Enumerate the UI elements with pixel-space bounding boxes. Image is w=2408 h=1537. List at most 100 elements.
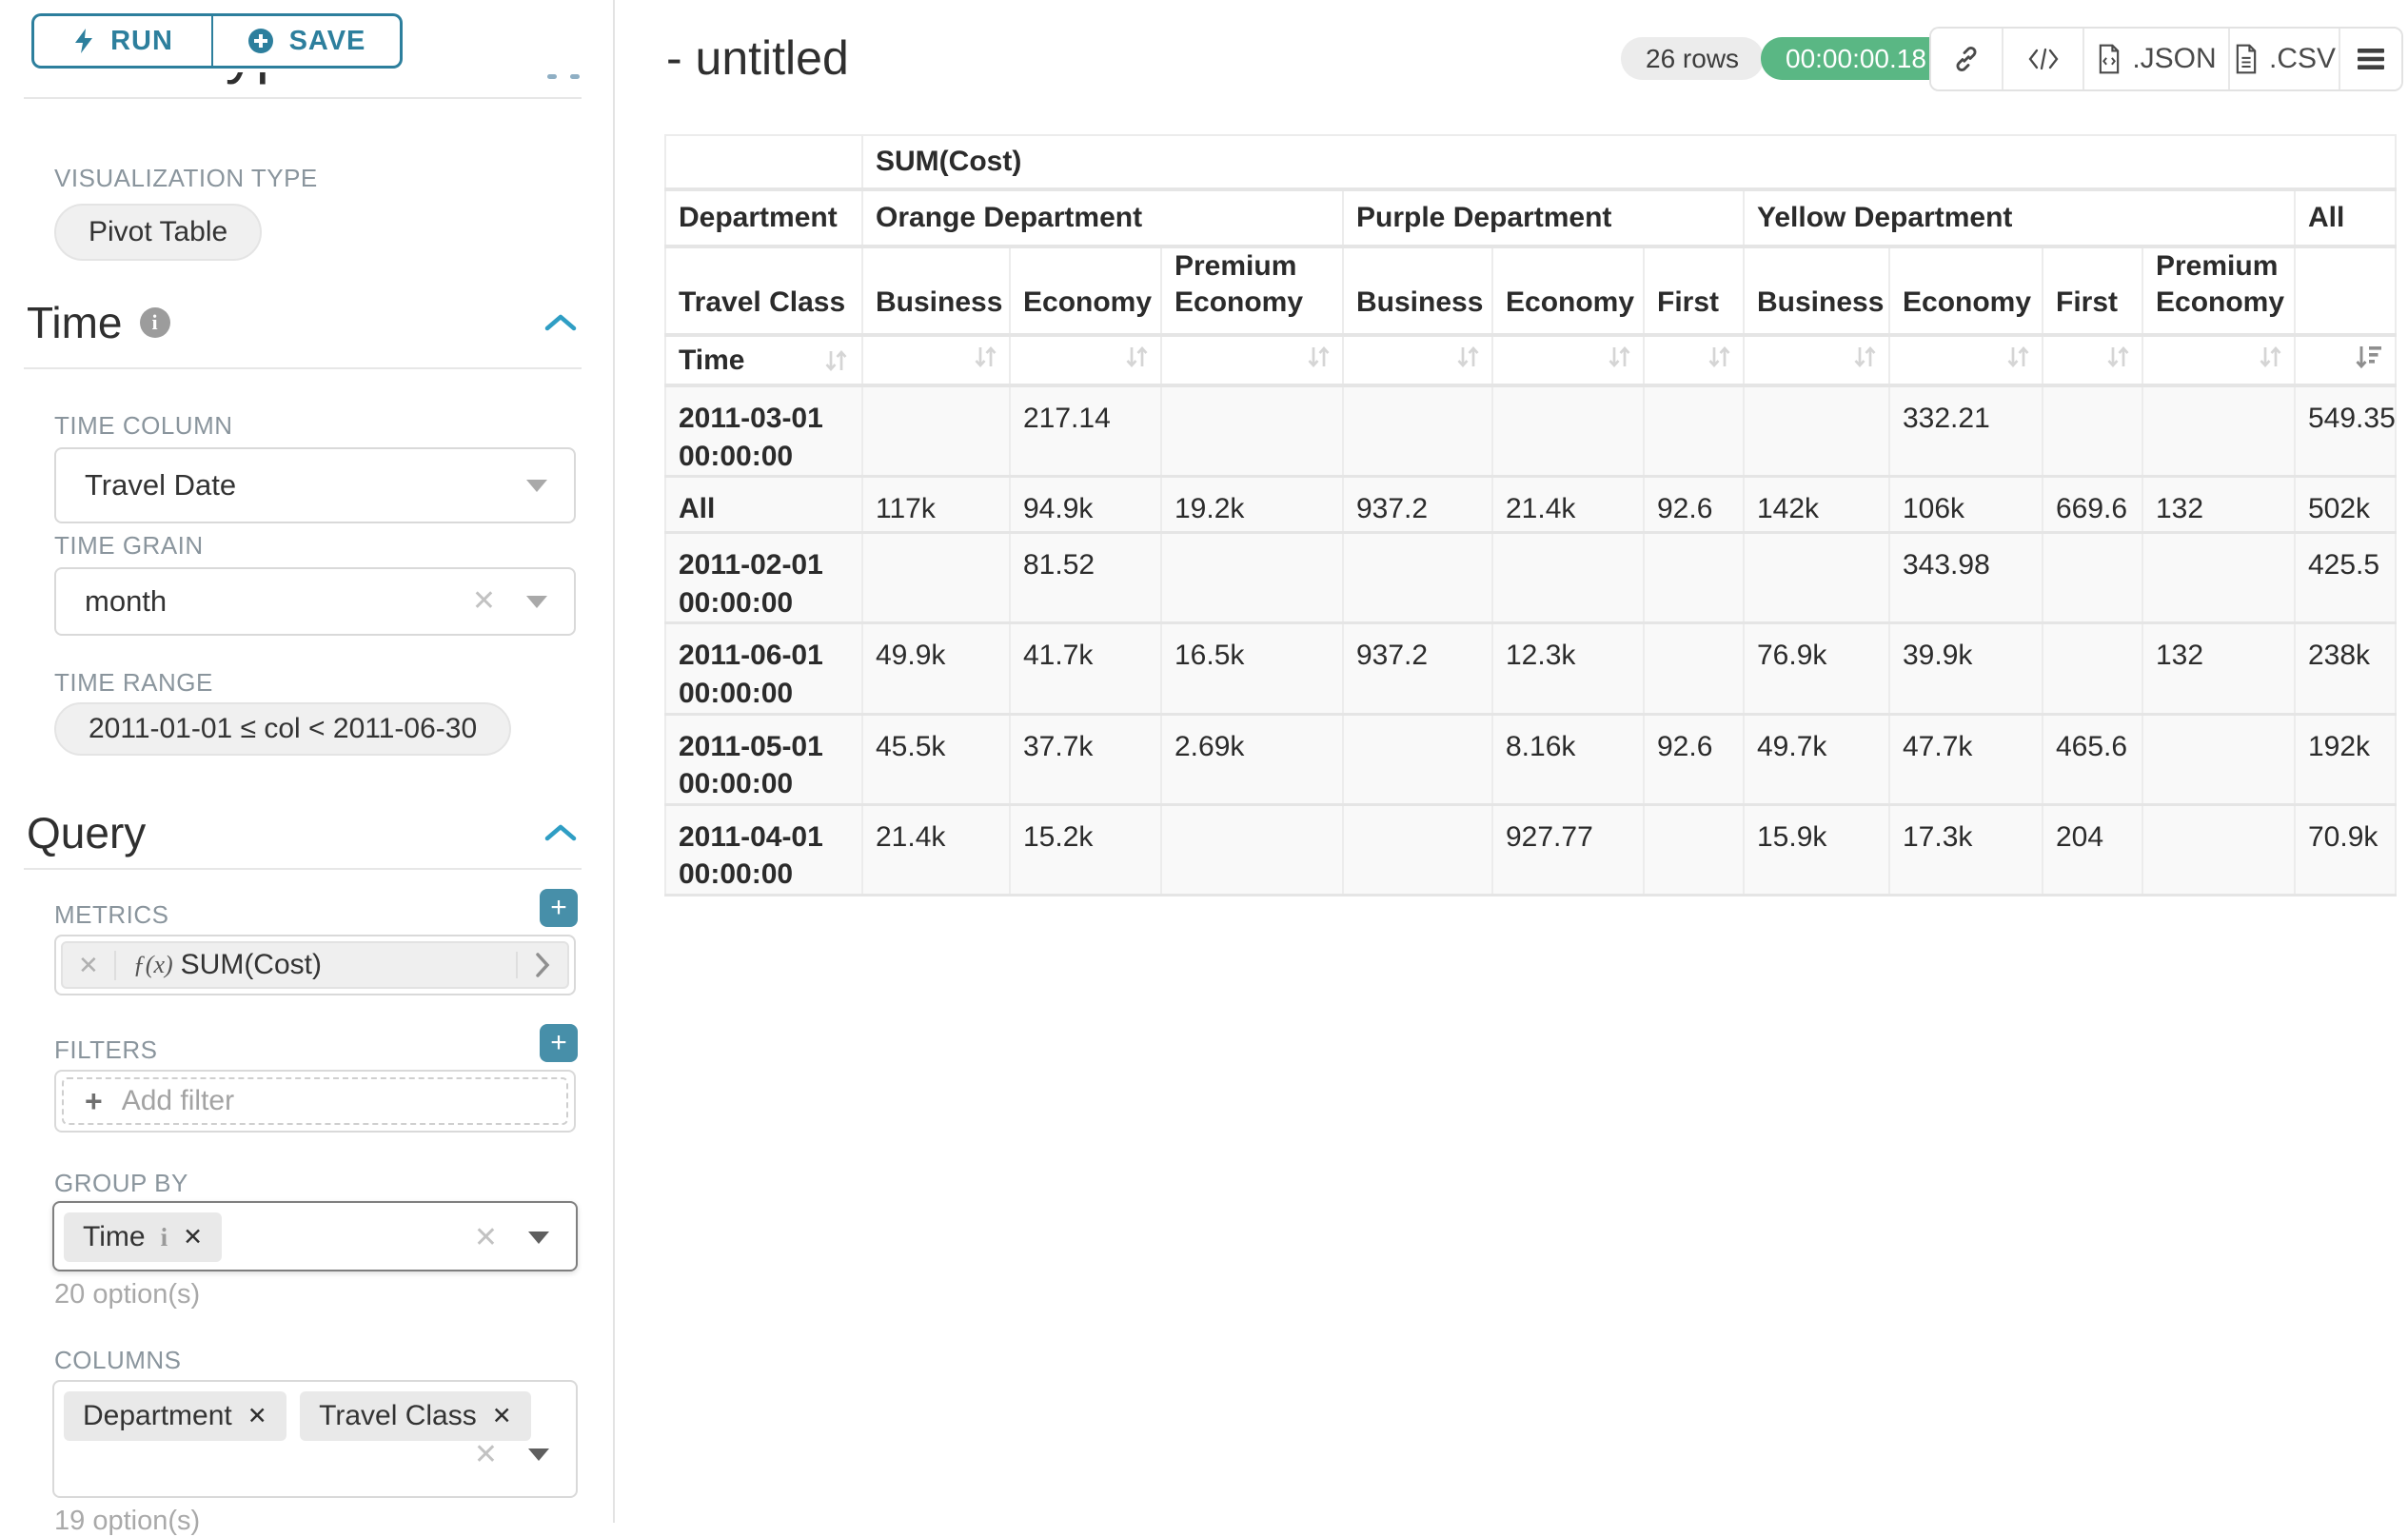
group-by-tag-time[interactable]: Time i ✕ (64, 1212, 222, 1262)
sort-icon[interactable] (2103, 343, 2132, 371)
chevron-right-icon[interactable] (516, 952, 567, 978)
pivot-cell: 142k (1744, 477, 1889, 533)
query-section-title: Query (27, 807, 146, 858)
remove-tag-icon[interactable]: ✕ (183, 1223, 203, 1251)
remove-metric-icon[interactable]: ✕ (63, 951, 116, 980)
pivot-cell: 549.35 (2295, 385, 2396, 477)
sort-icon[interactable] (1122, 343, 1151, 371)
metric-pill[interactable]: ✕ ƒ(x) SUM(Cost) (61, 941, 569, 989)
group-by-options-hint: 20 option(s) (54, 1279, 200, 1310)
sort-icon[interactable] (1705, 343, 1733, 371)
travel-class-header-row: Travel Class BusinessEconomyPremium Econ… (665, 246, 2396, 335)
columns-select[interactable]: Department ✕ Travel Class ✕ ✕ (52, 1380, 578, 1498)
function-icon: ƒ(x) (116, 951, 181, 979)
sort-cell (1010, 335, 1161, 385)
pivot-cell: 343.98 (1889, 533, 2043, 623)
info-icon: i (140, 307, 170, 338)
collapse-time-section-icon[interactable] (543, 312, 578, 333)
column-group-header: All (2295, 189, 2396, 246)
pivot-cell (1744, 385, 1889, 477)
pivot-cell: 45.5k (862, 714, 1010, 804)
time-grain-value: month (56, 584, 167, 619)
add-metric-button[interactable]: + (540, 889, 578, 927)
table-row: 2011-02-01 00:00:0081.52343.98425.5 (665, 533, 2396, 623)
chevron-down-icon (528, 1232, 549, 1244)
clear-icon[interactable]: ✕ (474, 1224, 498, 1252)
sort-cell (1343, 335, 1492, 385)
sort-icon[interactable] (821, 346, 850, 375)
clear-icon[interactable]: ✕ (474, 1441, 498, 1469)
pivot-cell (1161, 804, 1343, 895)
remove-tag-icon[interactable]: ✕ (492, 1402, 512, 1430)
time-grain-select[interactable]: month ✕ (54, 567, 576, 636)
travel-class-header: Economy (1492, 246, 1644, 335)
collapse-query-section-icon[interactable] (543, 822, 578, 843)
run-button-label: RUN (110, 26, 173, 57)
export-json-button[interactable]: .JSON (2084, 29, 2230, 89)
chart-area: - untitled 26 rows 00:00:00.18 .JSON (617, 0, 2408, 1523)
sort-icon[interactable] (971, 343, 999, 371)
pivot-row-label: All (665, 477, 862, 533)
add-filter-placeholder: Add filter (122, 1085, 234, 1117)
save-button[interactable]: SAVE (212, 13, 403, 69)
corner-cell (665, 135, 862, 189)
export-csv-button[interactable]: .CSV (2230, 29, 2340, 89)
sort-cell (1744, 335, 1889, 385)
clear-icon[interactable]: ✕ (472, 587, 496, 616)
columns-tag-department[interactable]: Department ✕ (64, 1391, 286, 1441)
share-link-button[interactable] (1931, 29, 2003, 89)
pivot-cell (2142, 385, 2295, 477)
pivot-cell (1343, 533, 1492, 623)
view-query-button[interactable] (2003, 29, 2084, 89)
pivot-cell: 39.9k (1889, 623, 2043, 714)
pivot-cell: 465.6 (2043, 714, 2142, 804)
pivot-cell: 94.9k (1010, 477, 1161, 533)
pivot-cell: 49.9k (862, 623, 1010, 714)
run-button[interactable]: RUN (31, 13, 212, 69)
pivot-cell: 927.77 (1492, 804, 1644, 895)
sort-cell (1492, 335, 1644, 385)
travel-class-header: First (1644, 246, 1744, 335)
sort-desc-active-icon[interactable] (2353, 343, 2385, 371)
save-button-label: SAVE (289, 26, 366, 57)
sort-icon[interactable] (1304, 343, 1332, 371)
add-filter-button[interactable]: + Add filter (62, 1077, 568, 1125)
group-by-select[interactable]: Time i ✕ ✕ (52, 1201, 578, 1271)
department-dim-label: Department (665, 189, 862, 246)
columns-tag-travel-class[interactable]: Travel Class ✕ (300, 1391, 531, 1441)
sort-cell (862, 335, 1010, 385)
metric-header-row: SUM(Cost) (665, 135, 2396, 189)
table-row: 2011-06-01 00:00:0049.9k41.7k16.5k937.21… (665, 623, 2396, 714)
sort-icon[interactable] (1605, 343, 1633, 371)
pivot-cell: 132 (2142, 477, 2295, 533)
sort-cell (2142, 335, 2295, 385)
filters-select: + Add filter (54, 1070, 576, 1133)
tag-label: Department (83, 1400, 232, 1432)
pivot-cell (1492, 385, 1644, 477)
pivot-cell: 937.2 (1343, 477, 1492, 533)
pivot-cell: 106k (1889, 477, 2043, 533)
run-save-toolbar: RUN SAVE (0, 0, 613, 72)
metric-header: SUM(Cost) (862, 135, 2396, 189)
time-range-pill[interactable]: 2011-01-01 ≤ col < 2011-06-30 (54, 702, 511, 756)
travel-class-header: Premium Economy (2142, 246, 2295, 335)
sort-icon[interactable] (1453, 343, 1482, 371)
remove-tag-icon[interactable]: ✕ (247, 1402, 267, 1430)
travel-class-header: Economy (1010, 246, 1161, 335)
menu-button[interactable] (2340, 29, 2401, 89)
visualization-type-pill[interactable]: Pivot Table (54, 204, 262, 261)
pivot-cell: 502k (2295, 477, 2396, 533)
add-filter-plus-button[interactable]: + (540, 1024, 578, 1062)
pivot-cell: 37.7k (1010, 714, 1161, 804)
pivot-cell: 16.5k (1161, 623, 1343, 714)
pivot-cell: 425.5 (2295, 533, 2396, 623)
time-column-label: TIME COLUMN (54, 411, 233, 441)
sort-icon[interactable] (1850, 343, 1879, 371)
tag-label: Time (83, 1221, 146, 1253)
pivot-cell: 15.2k (1010, 804, 1161, 895)
pivot-row-label: 2011-06-01 00:00:00 (665, 623, 862, 714)
sort-icon[interactable] (2256, 343, 2284, 371)
time-column-select[interactable]: Travel Date (54, 447, 576, 523)
row-dim-label: Time (679, 345, 744, 377)
sort-icon[interactable] (2003, 343, 2032, 371)
